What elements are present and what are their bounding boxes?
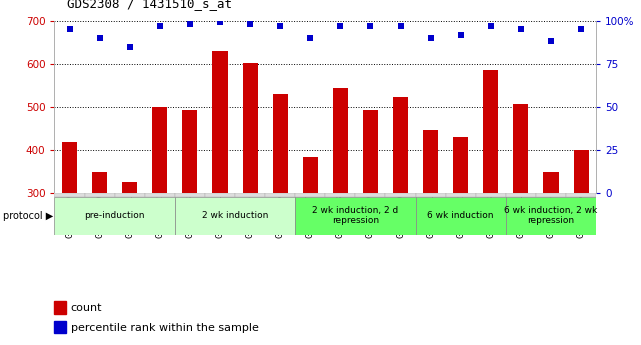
Bar [423,130,438,193]
Bar [122,183,137,193]
Bar [385,193,415,197]
Bar [54,321,67,334]
Point [275,23,285,29]
Bar [145,193,175,197]
Bar [483,70,498,193]
Bar [175,197,296,235]
Bar [54,301,67,314]
Point [365,23,376,29]
Bar [415,197,506,235]
Point [215,20,225,25]
Bar [235,193,265,197]
Bar [242,63,258,193]
Bar [175,193,205,197]
Bar [513,104,528,193]
Point [245,21,255,27]
Bar [333,88,348,193]
Bar [212,51,228,193]
Point [456,32,466,37]
Bar [92,171,107,193]
Bar [363,110,378,193]
Bar [183,110,197,193]
Point [305,35,315,41]
Point [154,23,165,29]
Text: pre-induction: pre-induction [85,211,145,220]
Text: 2 wk induction, 2 d
repression: 2 wk induction, 2 d repression [312,206,399,225]
Point [395,23,406,29]
Bar [265,193,296,197]
Bar [566,193,596,197]
Bar [574,150,588,193]
Bar [355,193,385,197]
Bar [296,197,415,235]
Bar [393,98,408,193]
Bar [453,137,468,193]
Point [124,44,135,49]
Point [94,35,104,41]
Bar [506,197,596,235]
Bar [544,171,558,193]
Point [576,27,587,32]
Point [486,23,496,29]
Point [185,21,195,27]
Bar [536,193,566,197]
Text: 2 wk induction: 2 wk induction [202,211,268,220]
Text: protocol ▶: protocol ▶ [3,211,53,220]
Point [335,23,345,29]
Bar [205,193,235,197]
Bar [445,193,476,197]
Bar [415,193,445,197]
Bar [296,193,326,197]
Bar [62,142,77,193]
Bar [272,94,288,193]
Bar [153,107,167,193]
Bar [506,193,536,197]
Point [516,27,526,32]
Text: percentile rank within the sample: percentile rank within the sample [71,323,258,333]
Text: 6 wk induction, 2 wk
repression: 6 wk induction, 2 wk repression [504,206,597,225]
Bar [476,193,506,197]
Point [426,35,436,41]
Text: 6 wk induction: 6 wk induction [428,211,494,220]
Text: GDS2308 / 1431510_s_at: GDS2308 / 1431510_s_at [67,0,232,10]
Bar [85,193,115,197]
Point [64,27,74,32]
Bar [54,193,85,197]
Point [546,39,556,44]
Text: count: count [71,303,102,313]
Bar [326,193,355,197]
Bar [54,197,175,235]
Bar [115,193,145,197]
Bar [303,157,318,193]
